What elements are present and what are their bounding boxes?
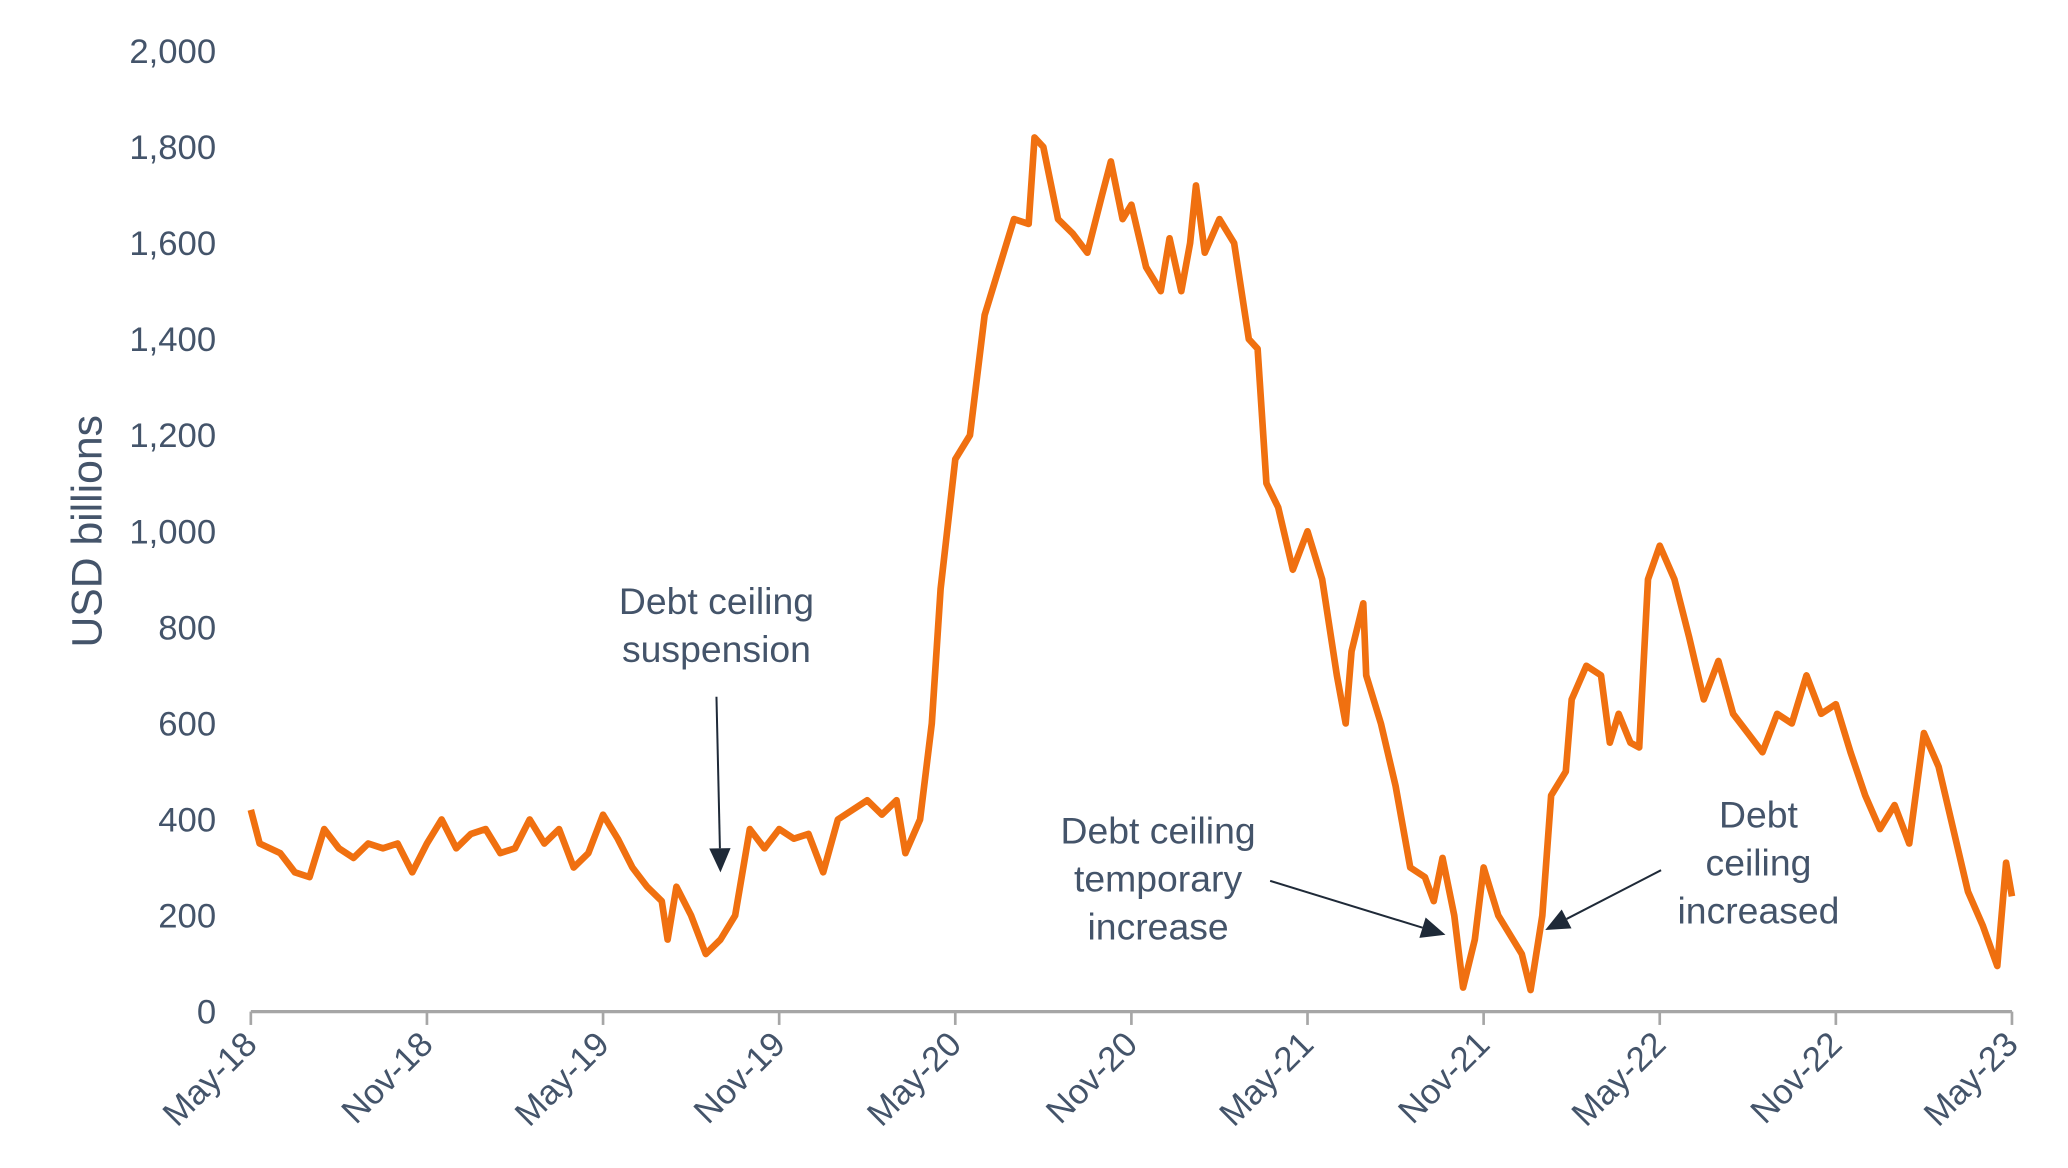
annotations: Debt ceiling suspension Debt ceiling tempor…	[619, 580, 1840, 948]
annotation-text: Debt ceiling	[1061, 810, 1256, 852]
x-tick-label: Nov-18	[335, 1025, 441, 1131]
annotation-arrow-line	[1566, 869, 1662, 920]
y-tick-label: 1,800	[129, 129, 216, 167]
y-tick-label: 400	[158, 801, 216, 839]
y-tick-label: 1,000	[129, 513, 216, 551]
x-tick-label: May-18	[156, 1025, 265, 1134]
y-tick-label: 2,000	[129, 33, 216, 71]
arrowhead-icon	[709, 848, 731, 873]
annotation-text: increase	[1088, 906, 1229, 948]
x-tick-label: May-20	[860, 1025, 969, 1134]
annotation-arrow-line	[715, 696, 721, 849]
arrowhead-icon	[1545, 909, 1572, 930]
annotation-text: temporary	[1074, 858, 1242, 900]
annotation-text: suspension	[622, 628, 811, 670]
x-tick-label: May-19	[508, 1025, 617, 1134]
annotation: Debt ceiling increased	[1545, 793, 1840, 932]
y-tick-label: 1,200	[129, 417, 216, 455]
annotation-arrow-line	[1269, 879, 1423, 929]
x-tick-label: May-21	[1213, 1025, 1322, 1134]
arrowhead-icon	[1419, 917, 1446, 938]
annotation-text: Debt	[1719, 793, 1799, 835]
y-tick-label: 600	[158, 705, 216, 743]
x-tick-label: May-22	[1565, 1025, 1674, 1134]
x-tick-label: Nov-20	[1039, 1025, 1145, 1131]
annotation: Debt ceiling temporary increase	[1061, 810, 1446, 948]
x-axis-ticks: May-18 Nov-18 May-19 Nov-19 May-20 Nov-20 May-…	[156, 1011, 2026, 1134]
y-tick-label: 200	[158, 898, 216, 936]
y-axis-label: USD billions	[63, 415, 111, 648]
y-tick-label: 1,600	[129, 225, 216, 263]
y-tick-label: 800	[158, 609, 216, 647]
x-tick-label: Nov-21	[1391, 1025, 1497, 1131]
annotation-text: ceiling	[1706, 842, 1812, 884]
x-tick-label: Nov-22	[1744, 1025, 1850, 1131]
x-tick-label: Nov-19	[687, 1025, 793, 1131]
annotation-text: Debt ceiling	[619, 580, 814, 622]
y-tick-label: 0	[197, 994, 216, 1032]
y-axis-ticks: 0 200 400 600 800 1,000 1,200 1,400 1,600 1,800 2,…	[129, 33, 216, 1032]
annotation: Debt ceiling suspension	[619, 580, 814, 873]
annotation-text: increased	[1678, 890, 1840, 932]
series-line	[247, 134, 2016, 994]
x-tick-label: May-23	[1917, 1025, 2026, 1134]
y-tick-label: 1,400	[129, 321, 216, 359]
